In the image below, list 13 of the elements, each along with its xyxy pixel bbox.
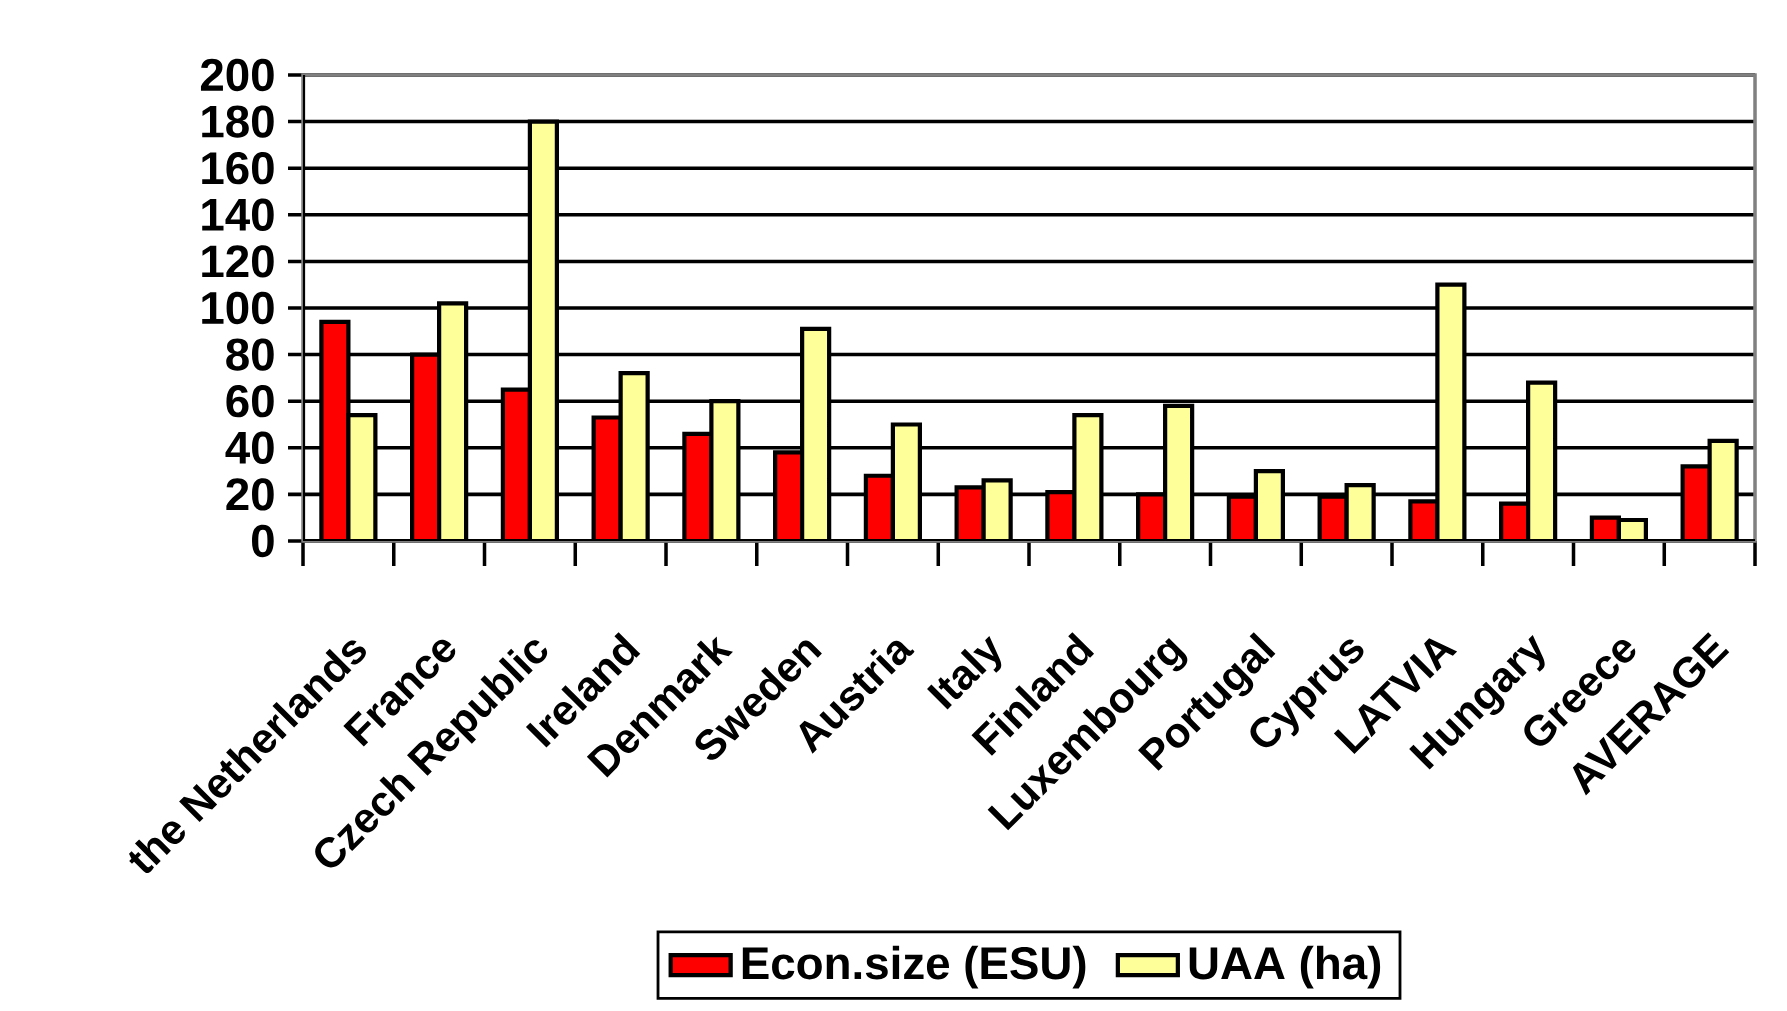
- y-tick-label: 0: [252, 524, 274, 558]
- legend-label: UAA (ha): [1189, 945, 1381, 989]
- y-tick-label: 80: [226, 338, 274, 371]
- y-tick-label: 20: [226, 478, 274, 511]
- y-tick-label: 180: [202, 105, 274, 138]
- y-tick-label: 60: [226, 385, 274, 418]
- y-tick-label: 200: [200, 58, 274, 92]
- y-tick-label: 120: [202, 245, 274, 278]
- y-tick-label: 40: [225, 431, 274, 464]
- y-tick-label: 100: [202, 291, 274, 325]
- legend-label: Econ.size (ESU): [742, 945, 1086, 989]
- y-tick-label: 160: [202, 152, 274, 185]
- y-tick-label: 140: [202, 198, 274, 231]
